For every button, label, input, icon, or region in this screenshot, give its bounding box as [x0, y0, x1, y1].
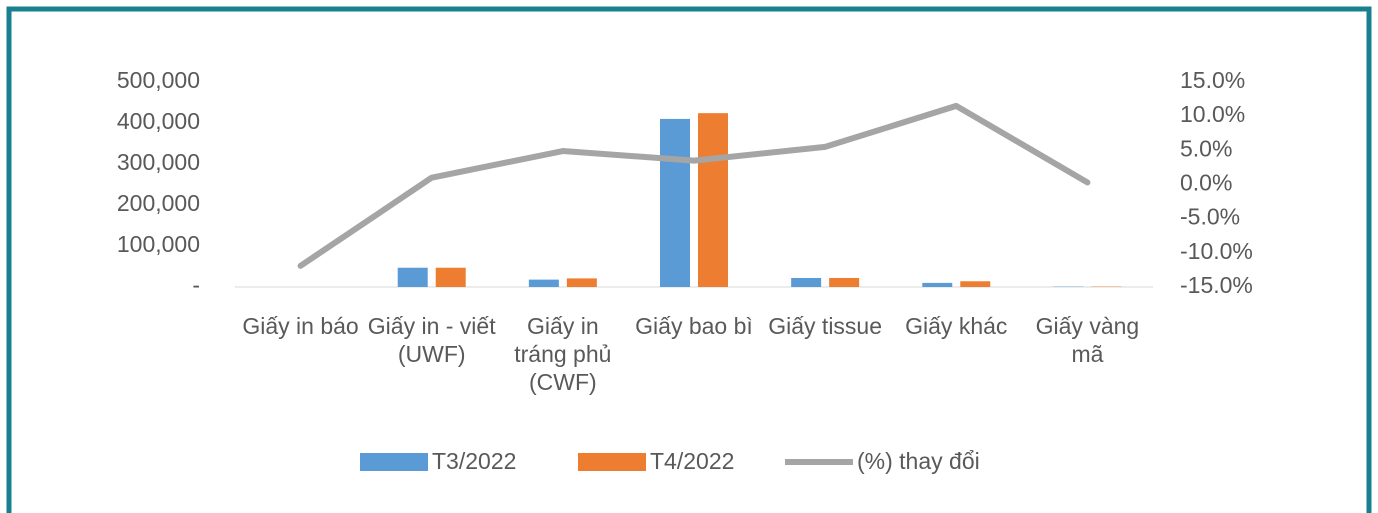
bar	[922, 282, 953, 287]
frame	[6, 6, 1372, 513]
bar	[829, 277, 860, 287]
y-tick-label: -	[192, 272, 200, 298]
y2-tick-label: 5.0%	[1180, 135, 1232, 161]
y2-tick-label: -5.0%	[1180, 204, 1240, 230]
x-tick-label: Giấy khác	[905, 313, 1008, 339]
legend-swatch	[578, 453, 646, 471]
bar	[528, 279, 559, 287]
legend-label: T3/2022	[432, 448, 516, 474]
x-tick-label: Giấy in báo	[242, 313, 359, 339]
y-tick-label: 300,000	[117, 149, 200, 175]
bar	[791, 277, 822, 287]
legend-label: T4/2022	[650, 448, 734, 474]
legend-swatch	[360, 453, 428, 471]
bar	[960, 281, 991, 287]
y-tick-label: 100,000	[117, 231, 200, 257]
y2-tick-label: 15.0%	[1180, 67, 1245, 93]
bar	[660, 118, 690, 288]
y2-tick-label: 10.0%	[1180, 101, 1245, 127]
legend-label: (%) thay đổi	[857, 448, 980, 474]
y2-tick-label: -10.0%	[1180, 238, 1253, 264]
bar	[566, 278, 597, 287]
bar	[698, 113, 728, 287]
line	[297, 102, 1091, 269]
y2-tick-label: -15.0%	[1180, 272, 1253, 298]
y-tick-label: 500,000	[117, 67, 200, 93]
x-tick-label: Giấy vàng mã	[1035, 313, 1140, 367]
y-tick-label: 400,000	[117, 108, 200, 134]
x-tick-label: Giấy bao bì	[635, 313, 753, 339]
x-tick-label: Giấy in - viết (UWF)	[367, 313, 496, 367]
x-tick-label: Giấy tissue	[768, 313, 883, 339]
y2-tick-label: 0.0%	[1180, 170, 1232, 196]
y-tick-label: 200,000	[117, 190, 200, 216]
x-tick-label: Giấy in tráng phủ (CWF)	[514, 313, 612, 395]
bar	[435, 267, 466, 287]
bar	[397, 267, 428, 287]
